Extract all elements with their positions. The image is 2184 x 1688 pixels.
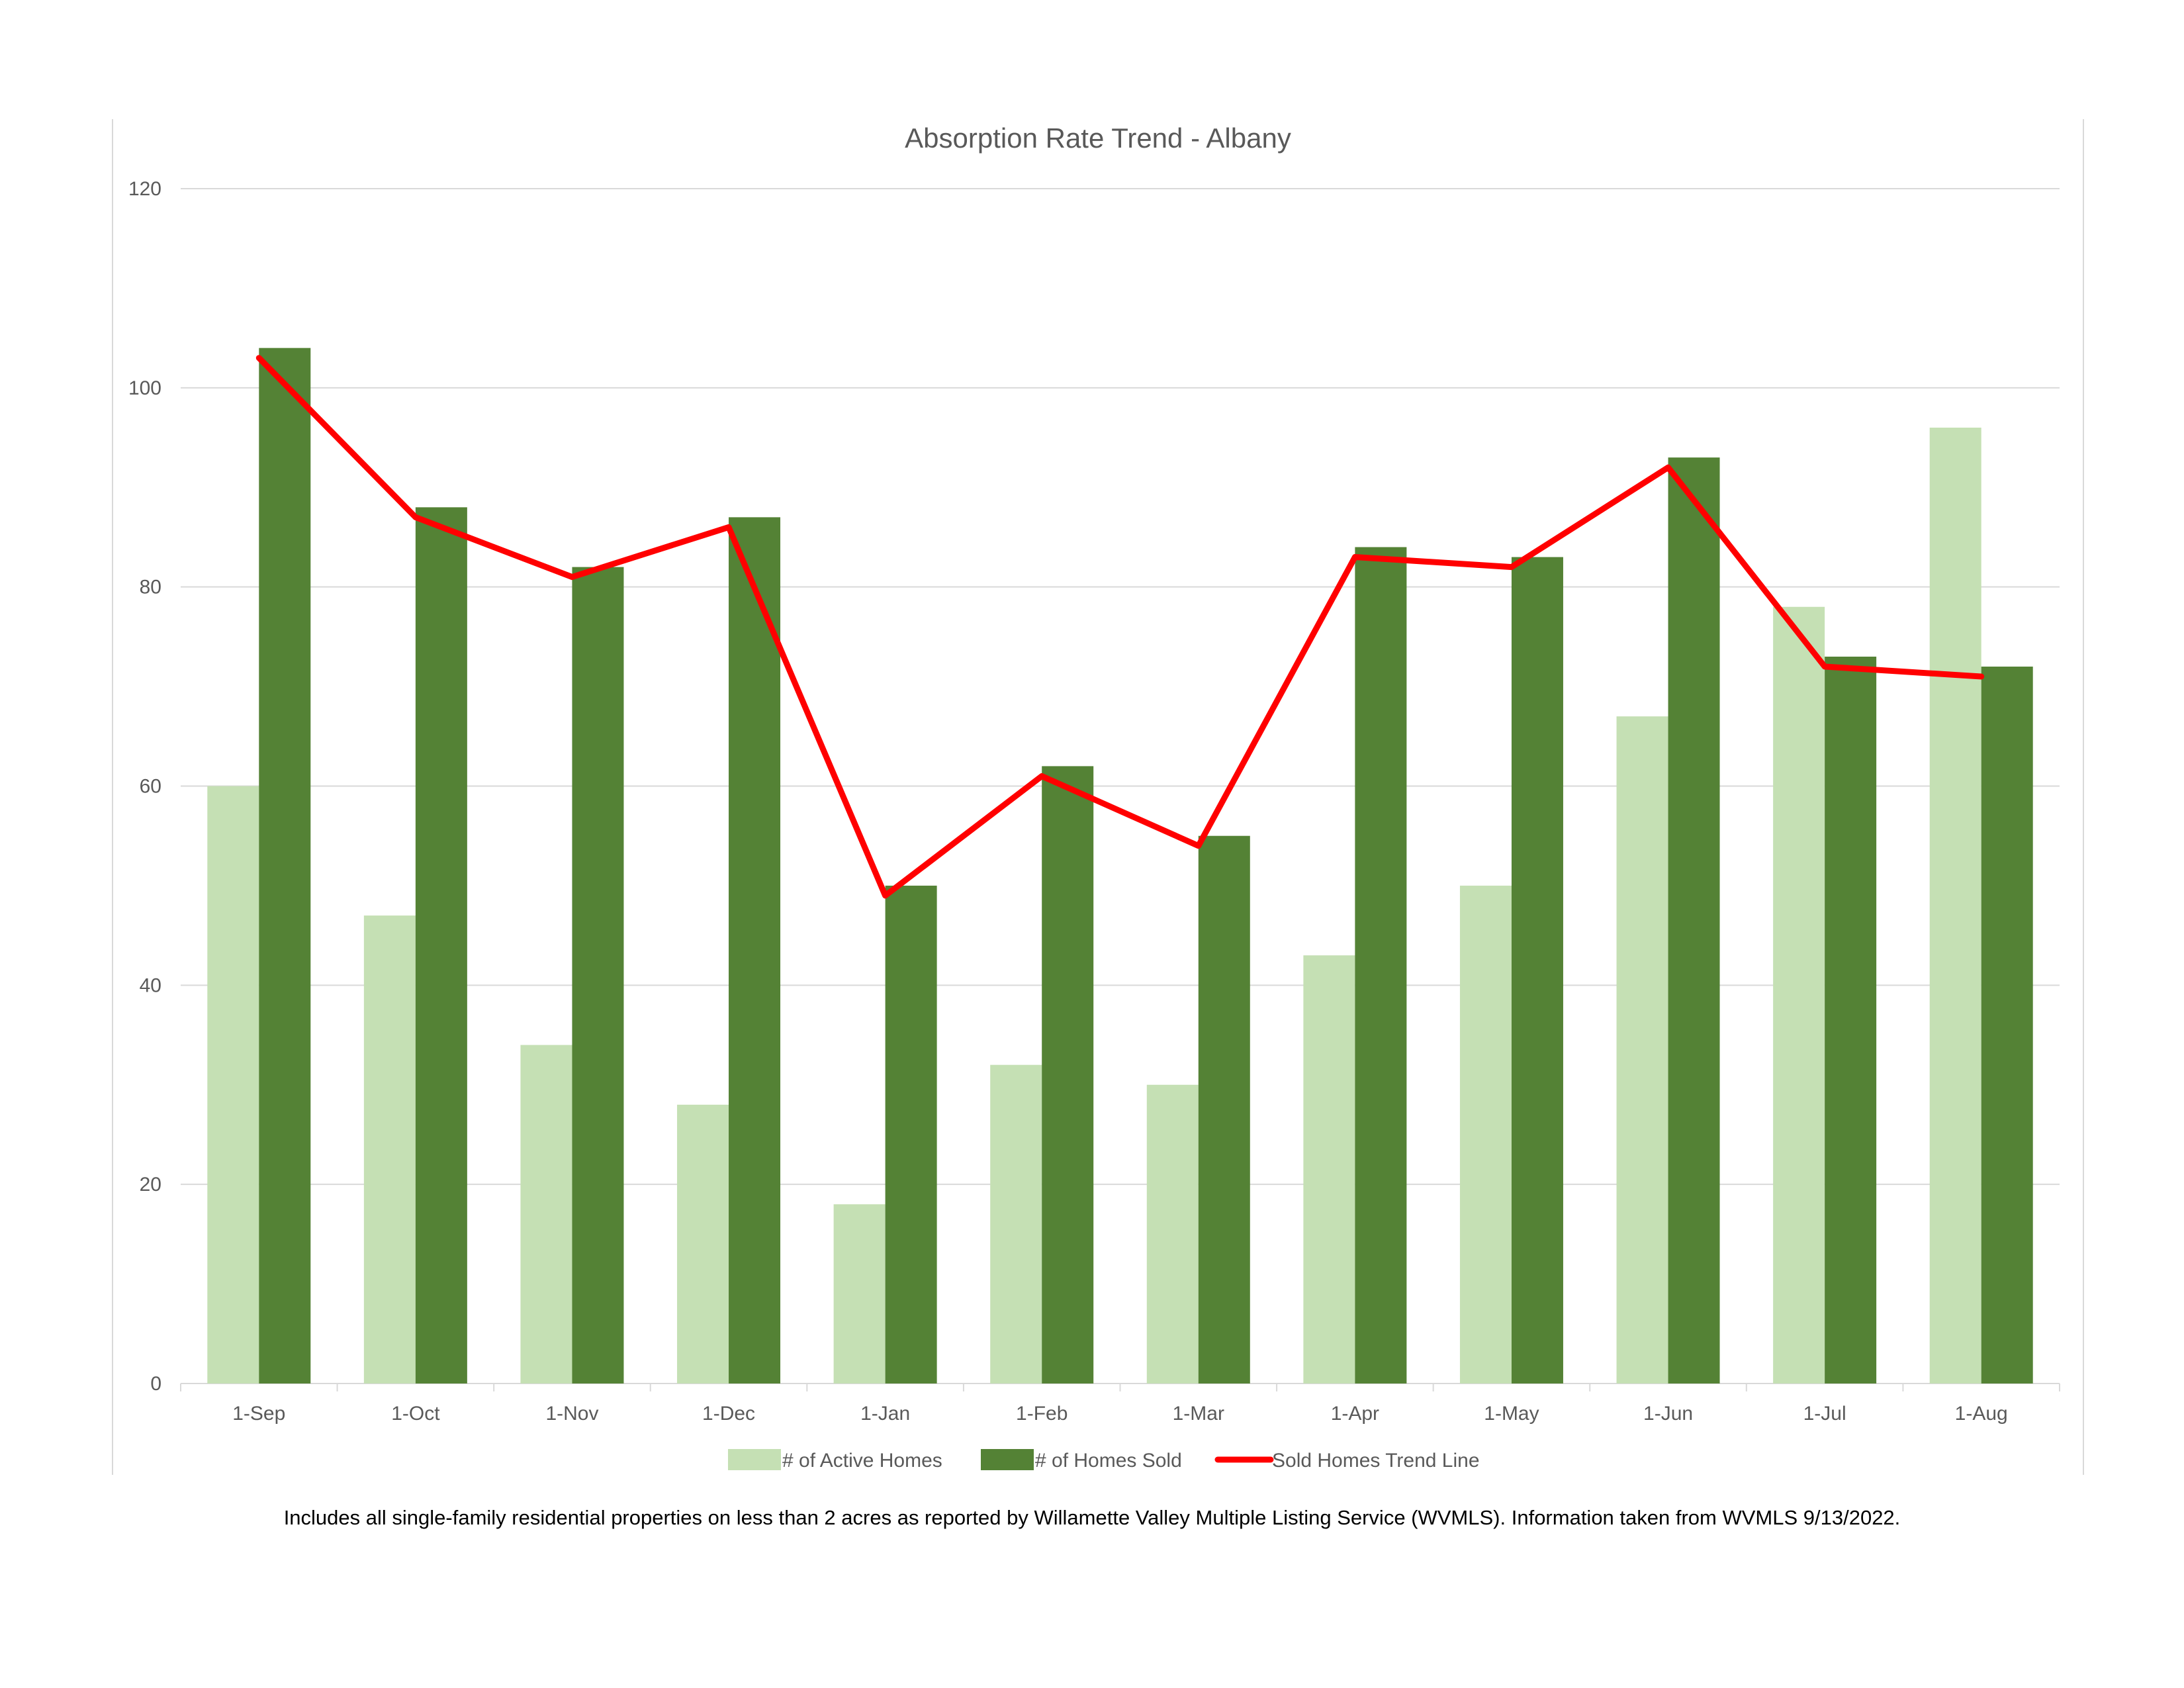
bar-homes-sold — [572, 567, 624, 1384]
footnote: Includes all single-family residential p… — [283, 1506, 1901, 1529]
legend: # of Active Homes # of Homes Sold Sold Hom… — [728, 1449, 1480, 1472]
bar-active-homes — [990, 1064, 1042, 1383]
legend-swatch — [981, 1449, 1034, 1470]
bar-active-homes — [833, 1204, 886, 1383]
x-tick-label: 1-Feb — [1016, 1403, 1068, 1425]
legend-label: Sold Homes Trend Line — [1272, 1450, 1480, 1472]
x-tick-label: 1-Jan — [860, 1403, 910, 1425]
bar-homes-sold — [1825, 656, 1877, 1384]
y-tick-label: 0 — [150, 1373, 161, 1395]
bar-homes-sold — [885, 885, 937, 1383]
bar-active-homes — [1303, 955, 1355, 1383]
x-tick-label: 1-Mar — [1173, 1403, 1224, 1425]
sold-homes-trend-line — [255, 355, 1985, 899]
bar-homes-sold — [729, 517, 781, 1383]
bar-active-homes — [1773, 606, 1825, 1383]
chart-title: Absorption Rate Trend - Albany — [905, 122, 1291, 154]
bar-active-homes — [363, 915, 416, 1383]
y-tick-label: 60 — [140, 776, 161, 798]
x-tick-label: 1-Jun — [1643, 1403, 1693, 1425]
x-tick-label: 1-Aug — [1955, 1403, 2008, 1425]
x-tick-label: 1-Dec — [702, 1403, 755, 1425]
y-tick-label: 80 — [140, 577, 161, 598]
gridlines — [180, 188, 2060, 1391]
x-axis-tick-labels: 1-Sep 1-Oct 1-Nov 1-Dec 1-Jan 1-Feb 1-Mar 1-Apr… — [232, 1403, 2007, 1425]
bar-homes-sold — [1355, 547, 1407, 1383]
bar-homes-sold — [1198, 835, 1250, 1383]
bar-homes-sold — [1042, 766, 1094, 1383]
bars — [207, 348, 2033, 1384]
legend-label: # of Homes Sold — [1035, 1450, 1182, 1472]
bar-active-homes — [520, 1045, 572, 1383]
legend-swatch — [728, 1449, 781, 1470]
x-tick-label: 1-Sep — [232, 1403, 285, 1425]
bar-active-homes — [207, 786, 259, 1383]
bar-homes-sold — [415, 507, 467, 1384]
bar-active-homes — [677, 1104, 729, 1383]
legend-label: # of Active Homes — [782, 1450, 942, 1472]
y-tick-label: 100 — [128, 377, 161, 399]
y-tick-label: 20 — [140, 1174, 161, 1196]
x-tick-label: 1-Jul — [1803, 1403, 1846, 1425]
x-tick-label: 1-Apr — [1331, 1403, 1379, 1425]
bar-homes-sold — [1511, 557, 1563, 1383]
bar-homes-sold — [259, 348, 311, 1383]
bar-homes-sold — [1668, 457, 1720, 1383]
bar-active-homes — [1146, 1084, 1199, 1383]
trend-line-layer — [255, 355, 1985, 899]
x-tick-label: 1-Oct — [391, 1403, 440, 1425]
y-tick-label: 40 — [140, 974, 161, 996]
y-tick-label: 120 — [128, 178, 161, 200]
bar-active-homes — [1616, 716, 1668, 1383]
bar-active-homes — [1459, 885, 1512, 1383]
y-axis-tick-labels: 0 20 40 60 80 100 120 — [128, 178, 161, 1395]
bar-homes-sold — [1981, 667, 2033, 1383]
x-tick-label: 1-Nov — [545, 1403, 598, 1425]
x-tick-label: 1-May — [1484, 1403, 1539, 1425]
bar-active-homes — [1929, 428, 1981, 1383]
